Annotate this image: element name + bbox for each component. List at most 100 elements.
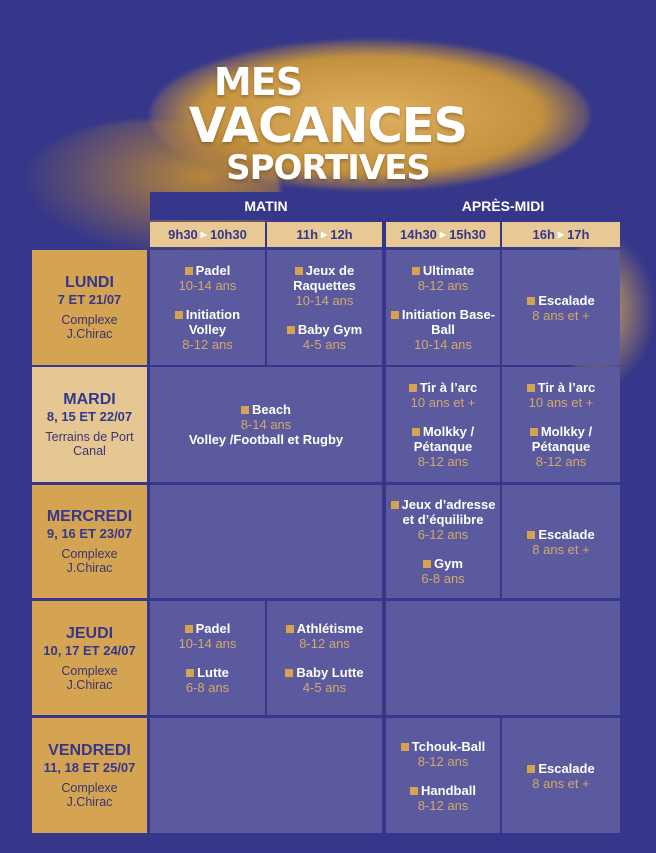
arrow-right-icon: ▶ bbox=[557, 230, 565, 239]
activity-name-text: Tir à l’arc bbox=[419, 380, 478, 395]
activity-item: Jeux d’adresse et d’équilibre 6-12 ans bbox=[390, 497, 496, 542]
activity-name: Lutte bbox=[186, 665, 229, 680]
activity-name-text: Escalade bbox=[538, 760, 595, 776]
activity-item: Tir à l’arc 10 ans et + bbox=[408, 380, 478, 410]
bullet-square-icon bbox=[408, 384, 417, 392]
title-line-1: MES bbox=[213, 62, 303, 102]
activity-name-text: Lutte bbox=[197, 665, 229, 680]
schedule-cell: Tchouk-Ball 8-12 ans Handball 8-12 ans bbox=[386, 718, 500, 833]
bullet-square-icon bbox=[294, 267, 303, 275]
activity-item: Beach 8-14 ans Volley /Football et Rugby bbox=[189, 402, 343, 447]
activity-age: 8-12 ans bbox=[417, 454, 469, 469]
activity-name: Tir à l’arc bbox=[526, 380, 595, 395]
bullet-square-icon bbox=[410, 786, 419, 795]
activity-name-text: Gym bbox=[434, 556, 463, 571]
activity-item: Tchouk-Ball 8-12 ans bbox=[400, 739, 485, 769]
schedule-cell: Ultimate 8-12 ans Initiation Base-Ball 10-1… bbox=[386, 250, 500, 365]
activity-name-text: Escalade bbox=[538, 292, 595, 308]
schedule-cell bbox=[150, 485, 382, 598]
day-dates: 7 ET 21/07 bbox=[57, 292, 122, 307]
activity-age: 8-12 ans bbox=[299, 636, 350, 651]
activity-age: 8-12 ans bbox=[417, 797, 469, 813]
activity-name: Athlétisme bbox=[285, 621, 363, 636]
activity-age: 10-14 ans bbox=[414, 337, 472, 352]
slot-start: 14h30 bbox=[400, 227, 437, 242]
activity-age: 8 ans et + bbox=[532, 775, 590, 791]
slot-start: 16h bbox=[532, 227, 555, 242]
schedule-cell: Tir à l’arc 10 ans et + Molkky / Pétanque 8… bbox=[502, 367, 620, 482]
activity-age: 8-12 ans bbox=[182, 337, 233, 352]
activity-name: Initiation Base-Ball bbox=[390, 307, 496, 337]
activity-note: Volley /Football et Rugby bbox=[188, 432, 344, 447]
bullet-square-icon bbox=[390, 311, 399, 319]
activity-name-text: Molkky / Pétanque bbox=[413, 424, 475, 454]
activity-name-text: Initiation Volley bbox=[185, 307, 241, 337]
title-line-2: VACANCES bbox=[188, 102, 468, 150]
activity-name: Ultimate bbox=[411, 263, 475, 278]
activity-name: Molkky / Pétanque bbox=[391, 424, 496, 454]
activity-item: Ultimate 8-12 ans bbox=[411, 263, 475, 293]
activity-item: Baby Lutte 4-5 ans bbox=[285, 665, 364, 695]
slot-end: 12h bbox=[330, 227, 353, 242]
activity-name-text: Jeux de Raquettes bbox=[293, 263, 356, 293]
activity-age: 8 ans et + bbox=[532, 541, 590, 557]
activity-name: Beach bbox=[213, 402, 318, 417]
schedule-cell: Jeux d’adresse et d’équilibre 6-12 ans Gym… bbox=[386, 485, 500, 598]
schedule-cell: Padel 10-14 ans Initiation Volley 8-12 ans bbox=[150, 250, 265, 365]
activity-name-text: Baby Lutte bbox=[296, 665, 364, 680]
activity-name-text: Handball bbox=[421, 782, 476, 798]
activity-item: Escalade 8 ans et + bbox=[527, 760, 595, 791]
bullet-square-icon bbox=[186, 669, 195, 677]
day-name: VENDREDI bbox=[48, 742, 131, 759]
activity-item: Initiation Volley 8-12 ans bbox=[155, 307, 260, 352]
activity-age: 6-12 ans bbox=[417, 527, 469, 542]
activity-name-text: Padel bbox=[195, 621, 231, 636]
activity-name: Escalade bbox=[527, 760, 595, 776]
day-name: LUNDI bbox=[65, 274, 114, 291]
activity-name: Tir à l’arc bbox=[408, 380, 478, 395]
activity-item: Padel 10-14 ans bbox=[179, 263, 237, 293]
activity-item: Handball 8-12 ans bbox=[410, 783, 476, 813]
activity-name: Molkky / Pétanque bbox=[509, 424, 614, 454]
activity-age: 6-8 ans bbox=[421, 571, 465, 586]
arrow-right-icon: ▶ bbox=[321, 230, 328, 239]
activity-item: Tir à l’arc 10 ans et + bbox=[526, 380, 595, 410]
activity-age: 8-12 ans bbox=[535, 454, 587, 469]
bullet-square-icon bbox=[411, 267, 420, 275]
activity-age: 8-12 ans bbox=[417, 278, 469, 293]
activity-name: Gym bbox=[421, 556, 464, 571]
activity-name: Padel bbox=[179, 621, 237, 636]
activity-item: Initiation Base-Ball 10-14 ans bbox=[390, 307, 496, 352]
day-location: Complexe J.Chirac bbox=[61, 663, 118, 692]
activity-name: Escalade bbox=[527, 292, 595, 308]
day-label-lundi: LUNDI 7 ET 21/07 Complexe J.Chirac bbox=[32, 250, 147, 365]
activity-name-text: Padel bbox=[195, 263, 231, 278]
activity-age: 10-14 ans bbox=[178, 636, 237, 651]
activity-name: Jeux d’adresse et d’équilibre bbox=[390, 497, 496, 527]
activity-item: Gym 6-8 ans bbox=[421, 556, 464, 586]
day-dates: 8, 15 ET 22/07 bbox=[46, 409, 133, 424]
schedule-cell bbox=[150, 718, 382, 833]
time-slot-header: 9h30 ▶ 10h30 bbox=[150, 222, 265, 247]
bullet-square-icon bbox=[527, 296, 536, 305]
activity-name-text: Molkky / Pétanque bbox=[531, 424, 593, 454]
activity-name-text: Ultimate bbox=[422, 263, 475, 278]
time-slot-header: 16h ▶ 17h bbox=[502, 222, 620, 247]
schedule-cell: Athlétisme 8-12 ans Baby Lutte 4-5 ans bbox=[267, 601, 382, 715]
day-dates: 10, 17 ET 24/07 bbox=[43, 642, 136, 658]
slot-end: 17h bbox=[567, 227, 590, 242]
title-line-3: SPORTIVES bbox=[226, 150, 431, 186]
schedule-cell: Jeux de Raquettes 10-14 ans Baby Gym 4-5 an… bbox=[267, 250, 382, 365]
activity-age: 10 ans et + bbox=[528, 395, 594, 410]
activity-age: 8 ans et + bbox=[532, 307, 590, 323]
day-label-vendredi: VENDREDI 11, 18 ET 25/07 Complexe J.Chirac bbox=[32, 718, 147, 833]
activity-name: Initiation Volley bbox=[155, 307, 260, 337]
activity-name: Baby Lutte bbox=[285, 665, 364, 680]
bullet-square-icon bbox=[184, 625, 193, 633]
activity-age: 10 ans et + bbox=[410, 395, 476, 410]
arrow-right-icon: ▶ bbox=[439, 230, 447, 239]
day-location: Complexe J.Chirac bbox=[61, 781, 118, 809]
activity-name: Tchouk-Ball bbox=[400, 739, 485, 754]
slot-start: 9h30 bbox=[168, 227, 198, 242]
activity-age: 8-12 ans bbox=[417, 753, 469, 769]
